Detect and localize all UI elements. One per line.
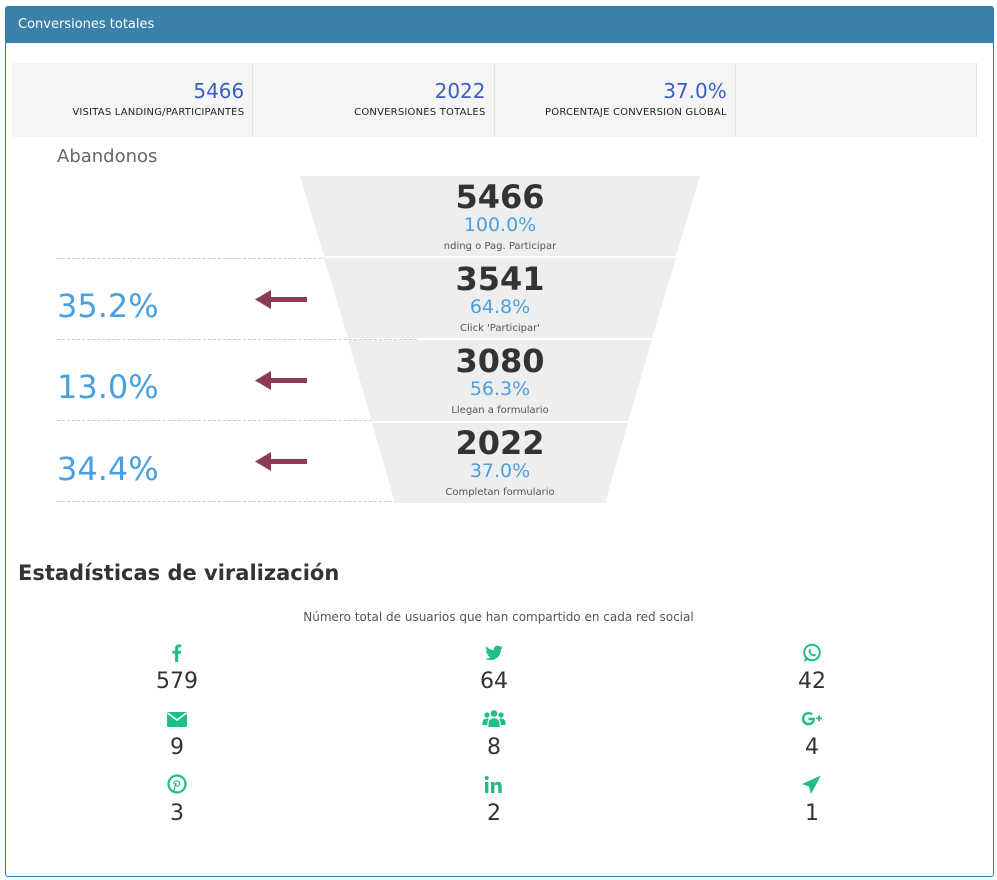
social-count: 1 xyxy=(805,801,819,826)
funnel-stage-text: 5466 100.0% nding o Pag. Participar xyxy=(340,180,660,254)
divider xyxy=(57,501,417,502)
linkedin-icon xyxy=(484,776,502,793)
social-count: 8 xyxy=(487,735,501,760)
twitter-icon xyxy=(485,645,503,661)
stage-label: Click 'Participar' xyxy=(460,323,540,334)
kpi-value: 37.0% xyxy=(663,79,727,103)
stage-percent: 64.8% xyxy=(469,296,531,318)
telegram-icon xyxy=(802,775,821,794)
pinterest-icon xyxy=(167,774,187,794)
funnel-stage-text: 2022 37.0% Completan formulario xyxy=(340,426,660,500)
social-group: 8 xyxy=(444,706,544,761)
social-linkedin: 2 xyxy=(444,772,544,827)
viral-subtitle: Número total de usuarios que han compart… xyxy=(303,610,694,624)
arrow-left-icon xyxy=(255,290,307,309)
abandon-rate: 35.2% xyxy=(57,287,159,325)
kpi-bar: 5466 VISITAS LANDING/PARTICIPANTES 2022 … xyxy=(12,63,977,137)
kpi-label: VISITAS LANDING/PARTICIPANTES xyxy=(72,107,245,118)
panel-title: Conversiones totales xyxy=(6,7,993,43)
conversion-funnel xyxy=(300,176,700,503)
stage-count: 5466 xyxy=(455,178,545,216)
social-count: 579 xyxy=(156,669,198,694)
arrow-left-icon xyxy=(255,452,307,471)
kpi-conversions: 2022 CONVERSIONES TOTALES xyxy=(253,63,495,137)
social-email: 9 xyxy=(127,706,227,761)
arrow-left-icon xyxy=(255,371,307,390)
stage-label: Llegan a formulario xyxy=(451,405,549,416)
stage-percent: 100.0% xyxy=(463,214,537,236)
kpi-value: 2022 xyxy=(434,79,486,103)
funnel-stage-text: 3541 64.8% Click 'Participar' xyxy=(340,262,660,336)
stage-label: Completan formulario xyxy=(445,487,555,498)
google-plus-icon xyxy=(801,711,822,726)
stage-count: 3541 xyxy=(455,260,545,298)
kpi-global-rate: 37.0% PORCENTAJE CONVERSION GLOBAL xyxy=(495,63,736,137)
stage-count: 3080 xyxy=(455,342,545,380)
social-pinterest: 3 xyxy=(127,772,227,827)
social-count: 64 xyxy=(480,669,508,694)
funnel-stage-3 xyxy=(348,340,652,421)
facebook-icon xyxy=(172,644,182,662)
social-count: 4 xyxy=(805,735,819,760)
social-telegram: 1 xyxy=(762,772,862,827)
funnel-stage-1 xyxy=(300,176,700,256)
abandon-title: Abandonos xyxy=(57,146,158,167)
funnel-stage-2 xyxy=(324,258,676,338)
group-icon xyxy=(482,710,506,727)
stage-percent: 56.3% xyxy=(469,378,531,400)
divider xyxy=(57,258,417,259)
divider xyxy=(57,420,417,421)
abandon-rate: 34.4% xyxy=(57,450,159,488)
stage-percent: 37.0% xyxy=(469,460,531,482)
funnel-stage-4 xyxy=(372,423,628,503)
social-count: 42 xyxy=(798,669,826,694)
kpi-label: CONVERSIONES TOTALES xyxy=(354,107,486,118)
kpi-label: PORCENTAJE CONVERSION GLOBAL xyxy=(545,107,727,118)
kpi-value: 5466 xyxy=(193,79,245,103)
abandon-rate: 13.0% xyxy=(57,368,159,406)
kpi-empty xyxy=(736,63,977,137)
social-google-plus: 4 xyxy=(762,706,862,761)
divider xyxy=(57,339,417,340)
funnel-stage-text: 3080 56.3% Llegan a formulario xyxy=(340,344,660,418)
whatsapp-icon xyxy=(803,643,821,662)
social-count: 3 xyxy=(170,801,184,826)
email-icon xyxy=(167,712,187,727)
social-count: 9 xyxy=(170,735,184,760)
social-facebook: 579 xyxy=(127,640,227,695)
kpi-visits: 5466 VISITAS LANDING/PARTICIPANTES xyxy=(12,63,254,137)
stage-label: nding o Pag. Participar xyxy=(443,241,557,252)
viral-title: Estadísticas de viralización xyxy=(18,561,340,585)
social-whatsapp: 42 xyxy=(762,640,862,695)
stage-count: 2022 xyxy=(455,424,545,462)
social-twitter: 64 xyxy=(444,640,544,695)
social-count: 2 xyxy=(487,801,501,826)
